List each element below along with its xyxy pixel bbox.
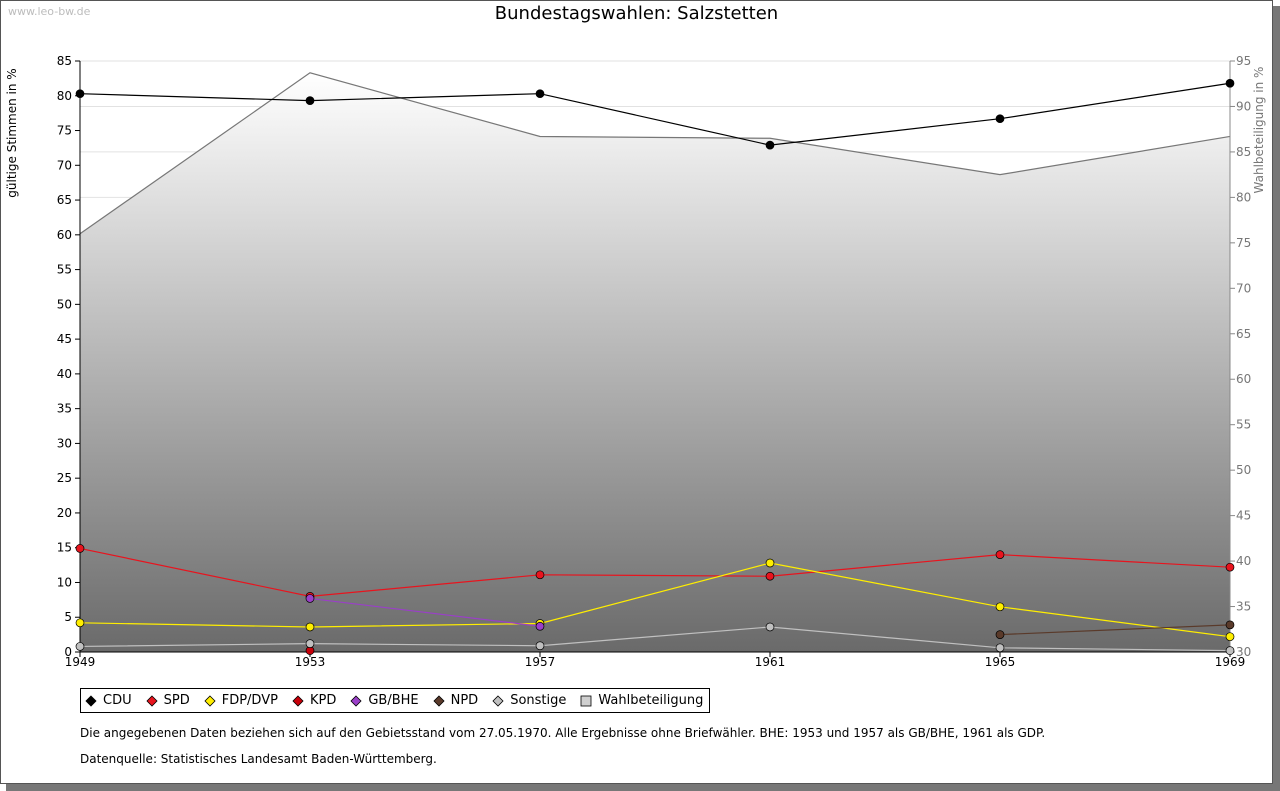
- series-line-spd: [79, 547, 1231, 597]
- y-axis-label: gültige Stimmen in %: [5, 68, 19, 197]
- data-point-npd: [1225, 620, 1235, 630]
- legend-label: Wahlbeteiligung: [598, 693, 704, 708]
- y2-tick-label: 50: [1236, 463, 1251, 477]
- data-point-cdu: [995, 114, 1005, 124]
- data-point-cdu: [75, 89, 85, 99]
- series-line-gb-bhe: [309, 597, 541, 627]
- data-source-note: Datenquelle: Statistisches Landesamt Bad…: [80, 752, 437, 766]
- data-point-sonstige: [765, 622, 775, 632]
- y-tick-label: 80: [57, 89, 72, 103]
- x-tick-label: 1953: [295, 655, 326, 669]
- legend-item-kpd: KPD: [292, 693, 336, 708]
- data-point-fdp-dvp: [75, 618, 85, 628]
- y-tick-label: 0: [64, 645, 72, 659]
- y2-tick-label: 90: [1236, 99, 1251, 113]
- y2-tick-label: 85: [1236, 145, 1251, 159]
- series-line-sonstige: [79, 626, 1231, 652]
- frame-shadow-right: [1273, 6, 1280, 791]
- y2-tick-label: 80: [1236, 190, 1251, 204]
- frame-shadow-bottom: [6, 784, 1280, 791]
- y2-axis-label: Wahlbeteiligung in %: [1252, 67, 1266, 194]
- data-point-sonstige: [1225, 646, 1235, 655]
- data-point-fdp-dvp: [1225, 632, 1235, 642]
- data-point-npd: [995, 630, 1005, 639]
- y2-tick-label: 35: [1236, 600, 1251, 614]
- y-tick-label: 85: [57, 54, 72, 68]
- y-tick-label: 45: [57, 332, 72, 346]
- data-point-sonstige: [75, 642, 85, 651]
- legend: CDU SPD FDP/DVP KPD GB/BHE NPD Sonstige …: [80, 688, 711, 713]
- x-tick-label: 1969: [1215, 655, 1246, 669]
- y-tick-label: 50: [57, 297, 72, 311]
- y-tick-label: 20: [57, 506, 72, 520]
- legend-label: Sonstige: [510, 693, 567, 708]
- y-tick-label: 15: [57, 541, 72, 555]
- data-point-cdu: [1225, 78, 1235, 88]
- data-point-cdu: [765, 140, 775, 150]
- y-tick-label: 5: [64, 610, 72, 624]
- series-line-fdp-dvp: [79, 562, 1231, 638]
- legend-label: NPD: [450, 693, 479, 708]
- legend-item-npd: NPD: [433, 693, 479, 708]
- y2-tick-label: 40: [1236, 554, 1251, 568]
- data-point-fdp-dvp: [305, 622, 315, 632]
- legend-label: FDP/DVP: [221, 693, 278, 708]
- legend-item-sonstige: Sonstige: [492, 693, 566, 708]
- legend-item-spd: SPD: [146, 693, 190, 708]
- legend-label: GB/BHE: [368, 693, 419, 708]
- data-point-cdu: [535, 89, 545, 99]
- y-tick-label: 65: [57, 193, 72, 207]
- y-tick-label: 40: [57, 367, 72, 381]
- chart-title: Bundestagswahlen: Salzstetten: [494, 3, 779, 24]
- y2-tick-label: 65: [1236, 327, 1251, 341]
- y-tick-label: 55: [57, 263, 72, 277]
- data-point-sonstige: [535, 641, 545, 651]
- x-tick-label: 1965: [985, 655, 1016, 669]
- watermark: www.leo-bw.de: [8, 5, 91, 18]
- data-point-sonstige: [305, 639, 315, 649]
- data-point-gb-bhe: [305, 594, 315, 603]
- data-point-cdu: [305, 96, 315, 105]
- y2-tick-label: 75: [1236, 236, 1251, 250]
- y2-tick-label: 95: [1236, 54, 1251, 68]
- data-point-gb-bhe: [535, 621, 545, 631]
- y-tick-label: 75: [57, 124, 72, 138]
- legend-item-wahlbeteiligung: Wahlbeteiligung: [580, 693, 703, 708]
- data-point-spd: [995, 550, 1005, 560]
- y2-tick-label: 55: [1236, 418, 1251, 432]
- x-tick-label: 1949: [65, 655, 96, 669]
- legend-item-cdu: CDU: [85, 693, 132, 708]
- legend-label: SPD: [163, 693, 190, 708]
- data-point-fdp-dvp: [765, 558, 775, 568]
- x-tick-label: 1957: [525, 655, 556, 669]
- y-tick-label: 70: [57, 158, 72, 172]
- data-point-spd: [765, 571, 775, 581]
- data-point-spd: [75, 544, 85, 553]
- y-tick-label: 30: [57, 436, 72, 450]
- y-tick-label: 60: [57, 228, 72, 242]
- legend-item-gb-bhe: GB/BHE: [350, 693, 419, 708]
- legend-label: CDU: [103, 693, 132, 708]
- series-line-cdu: [79, 82, 1231, 146]
- y2-tick-label: 30: [1236, 645, 1251, 659]
- y-tick-label: 25: [57, 471, 72, 485]
- legend-item-fdp-dvp: FDP/DVP: [204, 693, 278, 708]
- x-tick-label: 1961: [755, 655, 786, 669]
- footnote: Die angegebenen Daten beziehen sich auf …: [80, 726, 1046, 740]
- data-point-fdp-dvp: [995, 602, 1005, 612]
- series-line-npd: [999, 624, 1231, 636]
- data-point-sonstige: [995, 643, 1005, 653]
- turnout-area: [80, 72, 1230, 652]
- y2-tick-label: 60: [1236, 372, 1251, 386]
- data-point-spd: [535, 570, 545, 580]
- legend-label: KPD: [309, 693, 337, 708]
- y-tick-label: 35: [57, 402, 72, 416]
- y2-tick-label: 70: [1236, 281, 1251, 295]
- data-point-spd: [1225, 562, 1235, 572]
- y-tick-label: 10: [57, 575, 72, 589]
- y2-tick-label: 45: [1236, 509, 1251, 523]
- chart-plot: 0 5 10 15 20 25 30 35 40 45 50 55 60 65 70 75 80 85 30 35 40…: [5, 54, 1266, 669]
